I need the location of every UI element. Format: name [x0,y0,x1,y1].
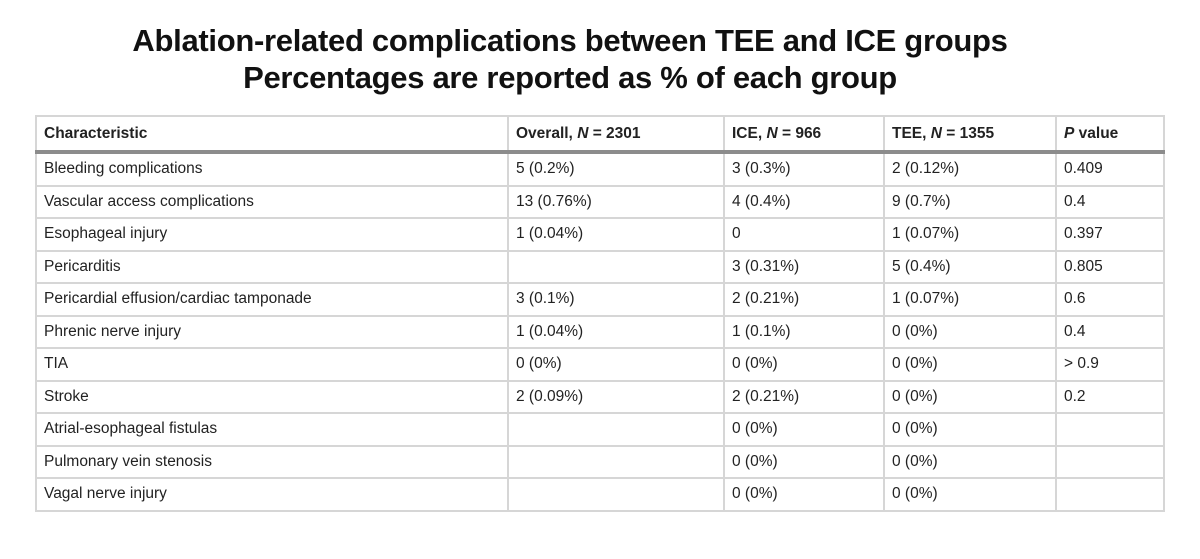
cell-tee: 0 (0%) [883,477,1057,512]
cell-ice: 0 [723,217,885,252]
header-suffix: = 966 [777,124,822,142]
header-row: Characteristic Overall, N = 2301 ICE, N = … [35,115,1165,154]
cell-p-value: 0.4 [1055,314,1165,349]
cell-ice: 4 (0.4%) [723,184,885,219]
complications-table: Characteristic Overall, N = 2301 ICE, N = … [35,115,1165,512]
header-prefix: ICE, [732,124,767,142]
cell-characteristic: Pericardial effusion/cardiac tamponade [35,282,509,317]
cell-tee: 0 (0%) [883,347,1057,382]
table-row: Bleeding complications 5 (0.2%) 3 (0.3%) 2 … [35,151,1165,187]
table-row: Vagal nerve injury 0 (0%) 0 (0%) [35,477,1165,512]
col-header-overall: Overall, N = 2301 [507,115,725,154]
col-header-p-value: P value [1055,115,1165,154]
cell-characteristic: Bleeding complications [35,151,509,187]
cell-p-value: 0.397 [1055,217,1165,252]
table-body: Bleeding complications 5 (0.2%) 3 (0.3%) 2 … [35,151,1165,512]
cell-characteristic: Pericarditis [35,249,509,284]
cell-overall: 0 (0%) [507,347,725,382]
col-header-tee: TEE, N = 1355 [883,115,1057,154]
cell-tee: 0 (0%) [883,412,1057,447]
title-line-2: Percentages are reported as % of each gr… [243,60,897,95]
col-header-characteristic: Characteristic [35,115,509,154]
cell-tee: 0 (0%) [883,379,1057,414]
cell-overall: 13 (0.76%) [507,184,725,219]
cell-tee: 0 (0%) [883,444,1057,479]
cell-ice: 2 (0.21%) [723,282,885,317]
cell-p-value [1055,477,1165,512]
cell-tee: 9 (0.7%) [883,184,1057,219]
cell-characteristic: Pulmonary vein stenosis [35,444,509,479]
cell-ice: 0 (0%) [723,347,885,382]
table-row: Pericarditis 3 (0.31%) 5 (0.4%) 0.805 [35,249,1165,284]
table-row: Atrial-esophageal fistulas 0 (0%) 0 (0%) [35,412,1165,447]
cell-overall: 1 (0.04%) [507,314,725,349]
cell-characteristic: Vagal nerve injury [35,477,509,512]
col-header-ice: ICE, N = 966 [723,115,885,154]
table-row: Vascular access complications 13 (0.76%) 4… [35,184,1165,219]
cell-ice: 3 (0.3%) [723,151,885,187]
cell-p-value: 0.805 [1055,249,1165,284]
cell-tee: 1 (0.07%) [883,217,1057,252]
header-prefix: Overall, [516,124,578,142]
cell-p-value: > 0.9 [1055,347,1165,382]
cell-ice: 0 (0%) [723,477,885,512]
cell-characteristic: Stroke [35,379,509,414]
header-suffix: = 1355 [941,124,995,142]
cell-ice: 0 (0%) [723,412,885,447]
cell-characteristic: Vascular access complications [35,184,509,219]
title-line-1: Ablation-related complications between T… [132,23,1008,58]
header-italic: P [1064,124,1075,142]
header-text: Characteristic [44,124,148,142]
cell-overall: 3 (0.1%) [507,282,725,317]
cell-ice: 3 (0.31%) [723,249,885,284]
cell-p-value: 0.4 [1055,184,1165,219]
cell-overall: 1 (0.04%) [507,217,725,252]
cell-tee: 1 (0.07%) [883,282,1057,317]
cell-ice: 0 (0%) [723,444,885,479]
cell-ice: 2 (0.21%) [723,379,885,414]
header-italic: N [577,124,589,142]
table-row: Phrenic nerve injury 1 (0.04%) 1 (0.1%) 0 (… [35,314,1165,349]
cell-ice: 1 (0.1%) [723,314,885,349]
table-row: TIA 0 (0%) 0 (0%) 0 (0%) > 0.9 [35,347,1165,382]
cell-tee: 0 (0%) [883,314,1057,349]
page-title: Ablation-related complications between T… [0,22,1140,96]
header-suffix: = 2301 [588,124,641,142]
cell-p-value [1055,412,1165,447]
cell-characteristic: Phrenic nerve injury [35,314,509,349]
header-italic: N [930,124,942,142]
cell-overall [507,477,725,512]
header-prefix: TEE, [892,124,931,142]
cell-tee: 2 (0.12%) [883,151,1057,187]
table-row: Pulmonary vein stenosis 0 (0%) 0 (0%) [35,444,1165,479]
header-italic: N [766,124,778,142]
cell-overall [507,444,725,479]
table-row: Esophageal injury 1 (0.04%) 0 1 (0.07%) 0.39… [35,217,1165,252]
cell-characteristic: TIA [35,347,509,382]
cell-overall: 5 (0.2%) [507,151,725,187]
cell-overall [507,249,725,284]
cell-characteristic: Esophageal injury [35,217,509,252]
cell-p-value: 0.2 [1055,379,1165,414]
cell-p-value: 0.6 [1055,282,1165,317]
table-row: Stroke 2 (0.09%) 2 (0.21%) 0 (0%) 0.2 [35,379,1165,414]
table-row: Pericardial effusion/cardiac tamponade 3 … [35,282,1165,317]
cell-tee: 5 (0.4%) [883,249,1057,284]
cell-characteristic: Atrial-esophageal fistulas [35,412,509,447]
header-suffix: value [1074,124,1119,142]
cell-p-value: 0.409 [1055,151,1165,187]
cell-overall: 2 (0.09%) [507,379,725,414]
cell-p-value [1055,444,1165,479]
table-header: Characteristic Overall, N = 2301 ICE, N = … [35,115,1165,154]
cell-overall [507,412,725,447]
